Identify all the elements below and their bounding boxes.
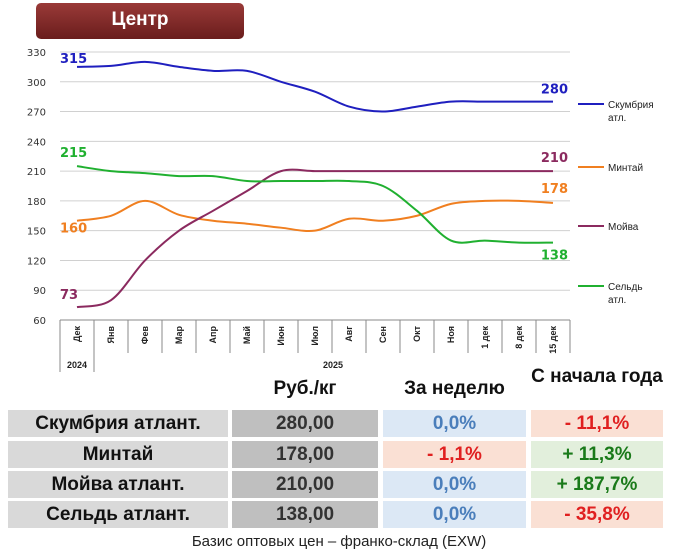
series-end-label: 210 — [541, 151, 568, 166]
region-title: Центр — [36, 3, 244, 39]
x-tick-label: Июн — [276, 326, 286, 346]
legend-label: Скумбрия — [608, 99, 654, 111]
x-tick-label: Июл — [310, 326, 320, 346]
x-tick-label: Сен — [378, 326, 388, 343]
col-header-price: Руб./кг — [273, 378, 337, 399]
x-tick-label: Май — [242, 326, 252, 344]
row-label: Мойва атлант. — [8, 471, 228, 498]
legend-label: Мойва — [608, 222, 639, 233]
x-tick-label: 15 дек — [548, 326, 558, 354]
x-tick-label: Фев — [140, 326, 150, 345]
row-price: 210,00 — [232, 471, 378, 498]
row-ytd-change: + 11,3% — [531, 441, 663, 468]
row-week-change: 0,0% — [383, 501, 526, 528]
row-week-change: 0,0% — [383, 410, 526, 437]
y-tick-label: 240 — [27, 137, 46, 148]
x-tick-label: Дек — [72, 326, 82, 343]
row-ytd-change: + 187,7% — [531, 471, 663, 498]
x-tick-label: Апр — [208, 326, 218, 344]
row-price: 138,00 — [232, 501, 378, 528]
series-line — [76, 165, 554, 244]
y-tick-label: 210 — [27, 167, 46, 178]
row-week-change: - 1,1% — [383, 441, 526, 468]
x-tick-label: 1 дек — [480, 326, 490, 349]
series-line — [76, 60, 553, 113]
row-label: Минтай — [8, 441, 228, 468]
x-tick-label: Окт — [412, 325, 422, 342]
series-start-label: 160 — [60, 222, 87, 237]
row-label: Сельдь атлант. — [8, 501, 228, 528]
legend-label: Минтай — [608, 163, 643, 174]
x-tick-label: Ноя — [446, 326, 456, 343]
series-end-label: 178 — [541, 182, 568, 197]
x-tick-label: Янв — [106, 326, 116, 344]
price-line-chart: 60 90 120 150 180 210 240 270 300 330 Дек Янв Фев Мар… — [27, 48, 654, 372]
series-start-label: 215 — [60, 146, 87, 161]
legend-label-cont: атл. — [608, 113, 626, 124]
y-tick-label: 300 — [27, 78, 46, 89]
series-line — [76, 168, 553, 309]
legend-label-cont: атл. — [608, 295, 626, 306]
y-tick-label: 60 — [33, 316, 46, 327]
row-week-change: 0,0% — [383, 471, 526, 498]
row-price: 280,00 — [232, 410, 378, 437]
row-ytd-change: - 35,8% — [531, 501, 663, 528]
row-label: Скумбрия атлант. — [8, 410, 228, 437]
col-header-ytd: С начала года — [531, 366, 663, 387]
footer-note: Базис оптовых цен – франко-склад (EXW) — [191, 533, 487, 550]
row-price: 178,00 — [232, 441, 378, 468]
y-tick-label: 270 — [27, 108, 46, 119]
x-tick-label: 8 дек — [514, 326, 524, 349]
x-tick-label: Мар — [174, 326, 184, 345]
series-start-label: 73 — [60, 288, 78, 303]
series-end-label: 138 — [541, 249, 568, 264]
series-end-label: 280 — [541, 83, 568, 98]
y-tick-label: 330 — [27, 48, 46, 59]
series-line — [76, 199, 554, 233]
y-tick-label: 150 — [27, 227, 46, 238]
legend-label: Сельдь — [608, 282, 643, 293]
y-tick-label: 90 — [33, 286, 46, 297]
year-label: 2025 — [323, 360, 343, 370]
series-start-label: 315 — [60, 52, 87, 67]
y-tick-label: 180 — [27, 197, 46, 208]
row-ytd-change: - 11,1% — [531, 410, 663, 437]
col-header-week: За неделю — [404, 378, 505, 399]
year-label: 2024 — [67, 360, 87, 370]
x-tick-label: Авг — [344, 326, 354, 342]
y-tick-label: 120 — [27, 256, 46, 267]
